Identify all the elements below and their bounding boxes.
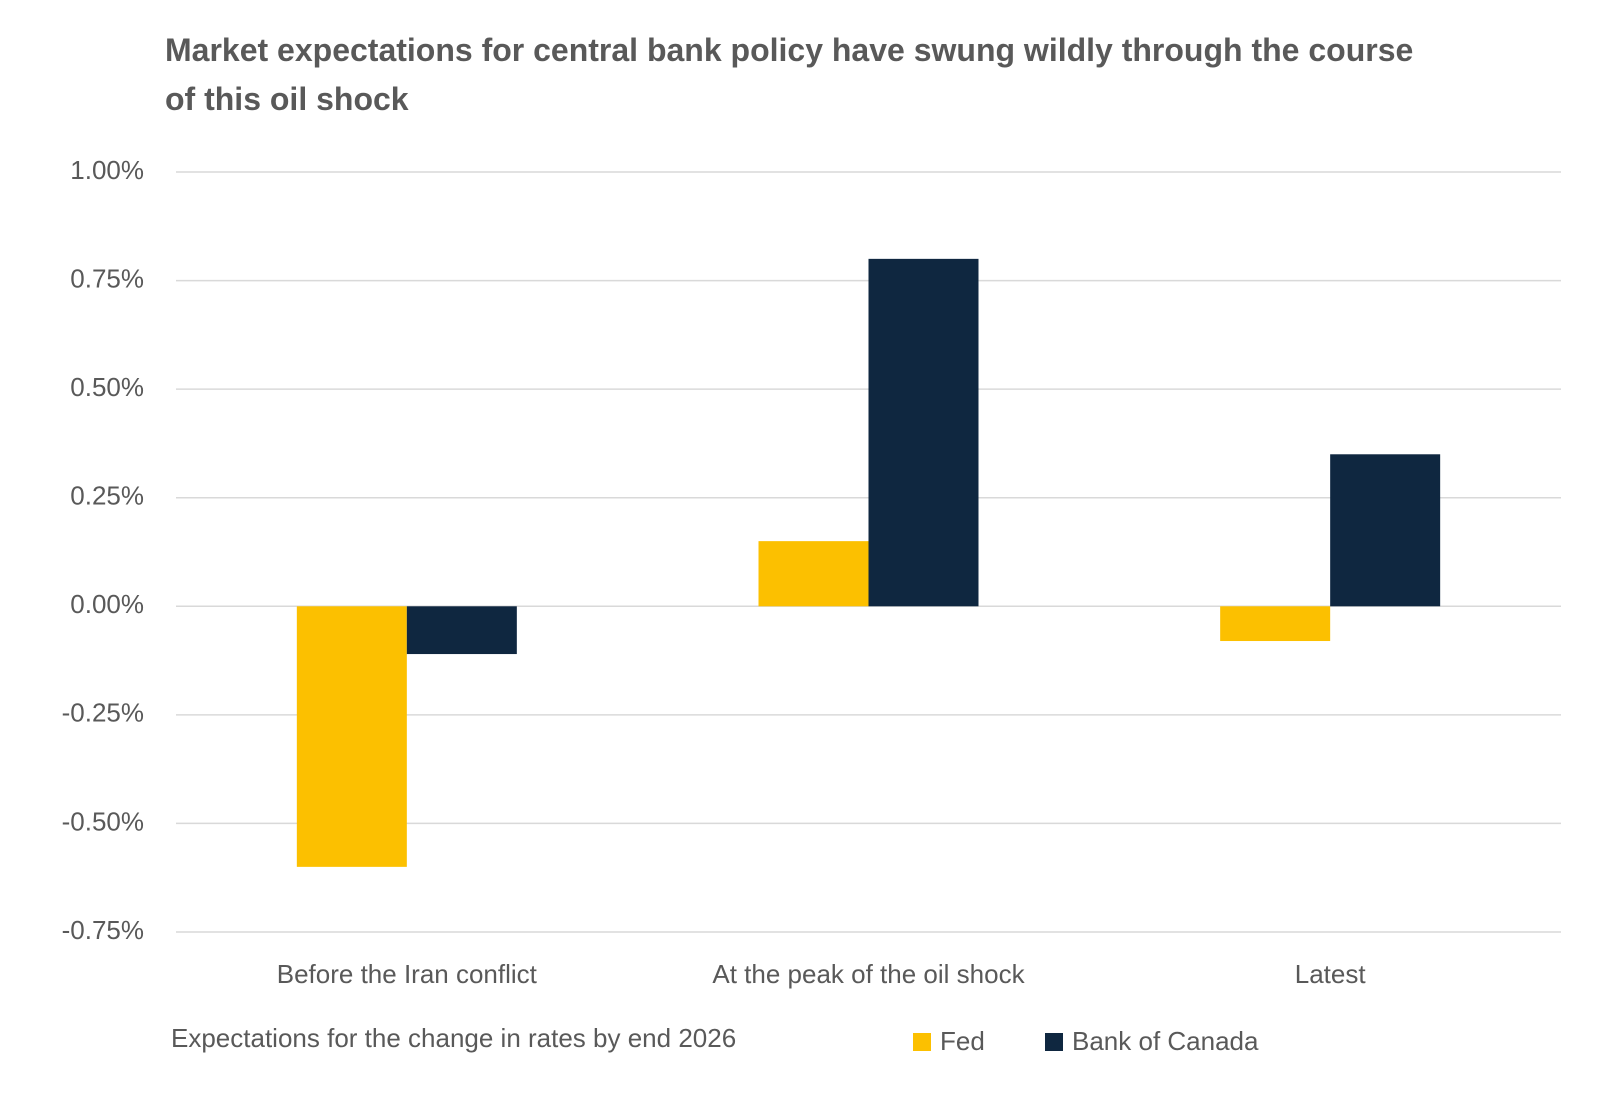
bar (296, 606, 407, 867)
x-tick-label: At the peak of the oil shock (712, 959, 1025, 989)
bar (758, 541, 869, 607)
bar (1330, 454, 1441, 607)
bar (406, 606, 517, 655)
x-tick-label: Before the Iran conflict (277, 959, 538, 989)
legend-swatch (1045, 1033, 1063, 1051)
y-tick-label: 0.00% (70, 589, 144, 619)
bar (1220, 606, 1331, 642)
bar (868, 258, 979, 607)
y-tick-label: 0.25% (70, 481, 144, 511)
y-tick-label: 1.00% (70, 155, 144, 185)
y-tick-label: 0.75% (70, 263, 144, 293)
x-tick-label: Latest (1295, 959, 1367, 989)
y-tick-label: -0.50% (62, 806, 144, 836)
legend-label: Fed (940, 1026, 985, 1056)
legend-label: Bank of Canada (1072, 1026, 1259, 1056)
chart-title: Market expectations for central bank pol… (165, 32, 1414, 117)
legend-swatch (913, 1033, 931, 1051)
y-tick-label: -0.25% (62, 698, 144, 728)
y-tick-label: 0.50% (70, 372, 144, 402)
y-tick-label: -0.75% (62, 915, 144, 945)
caption: Expectations for the change in rates by … (171, 1023, 736, 1053)
